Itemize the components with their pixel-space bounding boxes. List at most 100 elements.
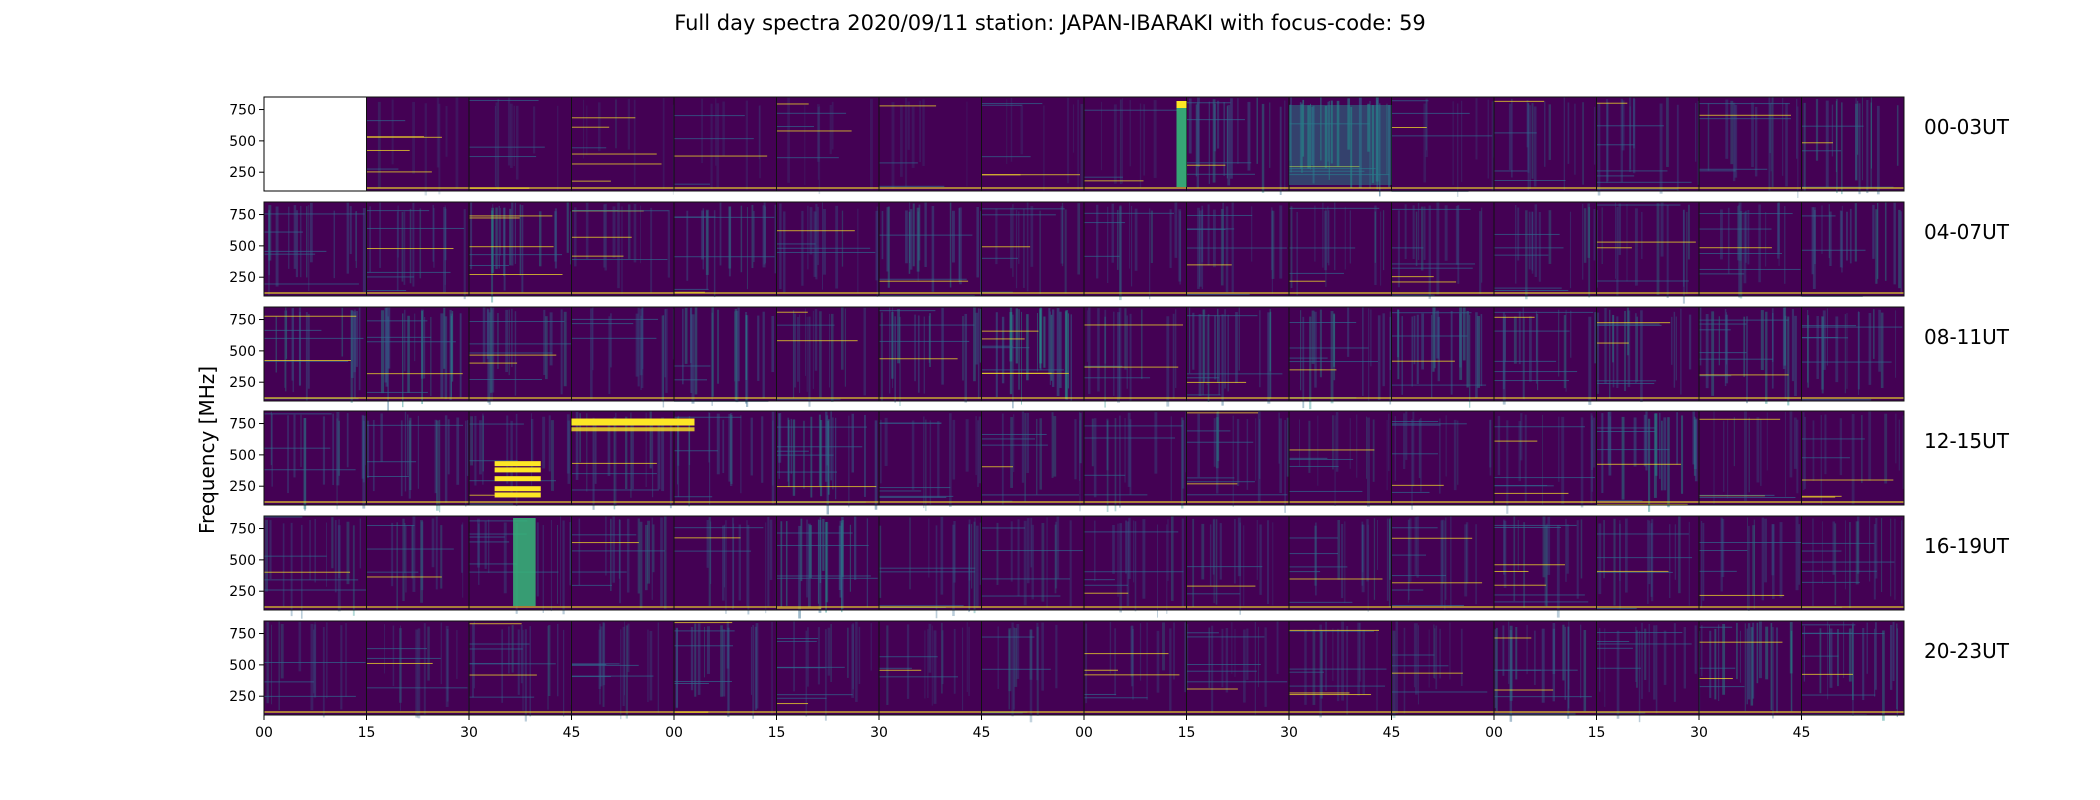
spectrum-panel [981,621,1084,715]
broadband-streak [300,205,302,278]
rfi-line [981,550,1083,552]
rfi-line [1391,491,1430,493]
broadband-streak [819,517,822,584]
panel-border [1801,96,1905,192]
broadband-streak [1857,311,1859,395]
broadband-streak [1173,622,1175,680]
broadband-streak [397,205,399,258]
broadband-streak [1232,415,1234,507]
broadband-streak [1811,207,1814,275]
rfi-line [1801,142,1833,144]
broadband-streak [995,208,998,265]
rfi-line [469,648,523,650]
rfi-line [674,537,741,539]
broadband-streak [1289,104,1291,161]
broadband-streak [1776,627,1778,713]
broadband-streak [415,629,419,718]
broadband-streak [639,205,641,264]
rfi-line [1494,669,1578,671]
broadband-streak [515,105,519,180]
broadband-streak [1227,314,1229,392]
rfi-line [1596,280,1689,282]
rfi-line [1186,566,1263,568]
rfi-line [1289,465,1339,467]
rfi-line [366,373,463,375]
broadband-streak [1641,211,1643,259]
broadband-streak [1868,516,1871,582]
broadband-streak [1673,623,1676,702]
spectrum-panel [1186,411,1289,505]
broadband-streak [1208,627,1211,689]
rfi-line [1596,204,1681,206]
broadband-streak [1069,520,1072,607]
broadband-streak [1680,308,1682,395]
broadband-streak [880,419,882,484]
broadband-streak [1202,309,1204,396]
broadband-streak [1666,205,1669,298]
broadband-streak [722,101,725,156]
broadband-streak [508,626,510,674]
rfi-line [366,290,407,292]
broadband-streak [1386,419,1388,491]
broadband-streak [1314,525,1317,586]
broadband-streak [874,420,878,510]
spectrum-panel [1289,307,1392,401]
rfi-line [1391,312,1472,314]
broadband-streak [635,313,639,377]
broadband-streak [1030,517,1033,568]
rfi-line [1186,228,1226,230]
broadband-streak [1349,418,1351,469]
broadband-streak [1513,316,1517,364]
broadband-streak [1661,420,1663,491]
rfi-line [469,643,530,645]
broadband-streak [346,202,349,274]
broadband-streak [909,202,911,264]
rfi-line [366,136,424,138]
broadband-streak [1744,623,1746,712]
broadband-streak [617,202,620,289]
rfi-line [1801,150,1842,152]
broadband-streak [1146,622,1148,700]
broadband-streak [1388,413,1390,472]
broadband-streak [1746,316,1748,404]
broadband-streak [1377,315,1381,400]
baseline-band [1289,397,1392,399]
broadband-streak [333,210,336,279]
broadband-streak [1389,316,1392,405]
broadband-streak [566,414,570,474]
broadband-streak [978,416,982,484]
broadband-streak [1643,414,1647,467]
broadband-streak [701,98,703,164]
rfi-line [469,460,518,462]
broadband-streak [1768,97,1771,192]
rfi-line [1596,383,1655,385]
panel-border [1801,410,1905,506]
broadband-streak [510,420,513,498]
rfi-line [776,454,834,456]
broadband-streak [384,307,387,383]
broadband-streak [1789,622,1793,674]
baseline-band [1494,501,1597,503]
broadband-streak [1010,207,1013,269]
broadband-streak [1655,625,1658,714]
broadband-streak [1592,417,1596,468]
rfi-line [879,676,958,678]
broadband-streak [1862,627,1865,701]
broadband-streak [542,416,546,469]
rfi-line [1699,118,1791,120]
broadband-streak [402,518,405,602]
broadband-streak [787,97,790,183]
broadband-streak [455,97,459,189]
broadband-streak [314,518,316,583]
broadband-streak [1588,316,1592,405]
rfi-line [1084,674,1180,676]
rfi-line [1494,477,1595,479]
broadband-streak [1416,516,1419,578]
broadband-streak [1208,101,1211,184]
broadband-streak [649,630,653,701]
broadband-streak [1416,314,1419,384]
baseline-band [469,187,572,189]
broadband-streak [919,100,922,163]
rfi-line [776,667,826,669]
rfi-line [1494,371,1578,373]
